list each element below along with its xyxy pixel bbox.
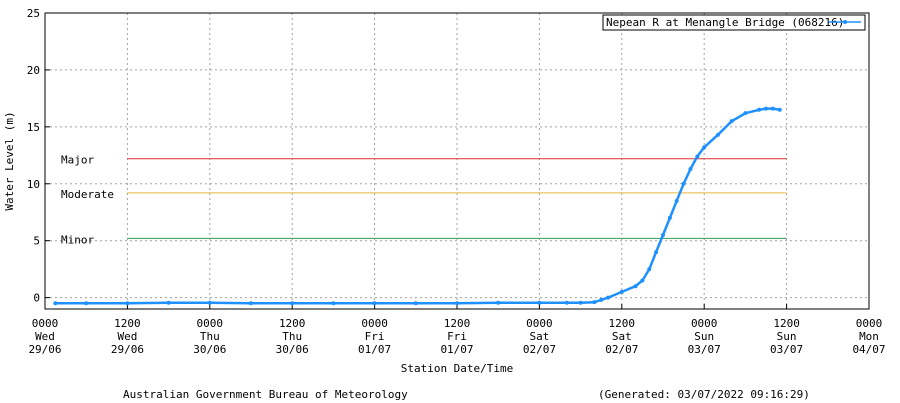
- series-point: [640, 278, 645, 283]
- series-point: [702, 145, 707, 150]
- x-tick-label: 1200: [444, 317, 471, 330]
- threshold-label: Moderate: [61, 188, 114, 201]
- x-tick-label: Thu: [282, 330, 302, 343]
- x-tick-label: 0000: [361, 317, 388, 330]
- series-point: [564, 300, 569, 305]
- x-tick-label: 30/06: [193, 343, 226, 356]
- x-tick-label: 01/07: [440, 343, 473, 356]
- series-point: [599, 297, 604, 302]
- x-tick-label: Thu: [200, 330, 220, 343]
- x-tick-label: Sat: [612, 330, 632, 343]
- plot-frame: [44, 12, 870, 310]
- x-tick-label: Fri: [365, 330, 385, 343]
- series-point: [53, 301, 58, 306]
- series-point: [496, 300, 501, 305]
- x-tick-label: Sun: [777, 330, 797, 343]
- series-point: [667, 215, 672, 220]
- legend-box: [602, 14, 866, 31]
- y-axis-label: Water Level (m): [3, 111, 16, 210]
- series-point: [372, 301, 377, 306]
- series-point: [695, 154, 700, 159]
- x-tick-label: 0000: [32, 317, 59, 330]
- y-tick-label: 25: [27, 7, 40, 20]
- series-point: [166, 300, 171, 305]
- series-point: [661, 233, 665, 237]
- series-point: [290, 301, 295, 306]
- x-tick-label: 1200: [609, 317, 636, 330]
- footer-source: Australian Government Bureau of Meteorol…: [123, 388, 408, 401]
- series-point: [619, 289, 624, 294]
- series-line: [55, 107, 780, 305]
- series-point: [688, 166, 693, 171]
- x-tick-label: 0000: [691, 317, 718, 330]
- series-point: [757, 107, 762, 112]
- series-point: [578, 300, 583, 305]
- x-tick-label: Wed: [35, 330, 55, 343]
- x-tick-label: 04/07: [852, 343, 885, 356]
- series-point: [207, 300, 212, 305]
- x-tick-label: 02/07: [605, 343, 638, 356]
- x-axis-label: Station Date/Time: [401, 362, 514, 375]
- series-point: [681, 181, 686, 186]
- x-tick-label: 0000: [856, 317, 883, 330]
- series-point: [770, 106, 775, 111]
- series-point: [606, 295, 611, 300]
- series-point: [777, 107, 782, 112]
- series-point: [249, 301, 253, 306]
- x-tick-label: 29/06: [111, 343, 144, 356]
- x-tick-label: 1200: [773, 317, 800, 330]
- x-tick-label: 03/07: [688, 343, 721, 356]
- threshold-label: Minor: [61, 233, 94, 246]
- x-tick-label: Fri: [447, 330, 467, 343]
- series-point: [764, 106, 768, 111]
- y-tick-label: 20: [27, 64, 40, 77]
- series-point: [633, 284, 638, 289]
- series-point: [743, 111, 748, 116]
- series-point: [84, 301, 89, 306]
- x-tick-label: Sat: [529, 330, 549, 343]
- x-tick-label: 02/07: [523, 343, 556, 356]
- x-tick-label: Sun: [694, 330, 714, 343]
- x-tick-label: 1200: [114, 317, 141, 330]
- series-point: [331, 301, 336, 306]
- x-tick-label: 29/06: [28, 343, 61, 356]
- series-point: [592, 300, 597, 305]
- series-point: [125, 301, 130, 306]
- series-point: [455, 301, 459, 306]
- series-point: [647, 267, 652, 272]
- series-point: [729, 119, 734, 124]
- threshold-label: Major: [61, 154, 94, 167]
- legend-label: Nepean R at Menangle Bridge (068216): [606, 16, 844, 29]
- x-tick-label: 01/07: [358, 343, 391, 356]
- footer-generated: (Generated: 03/07/2022 09:16:29): [598, 388, 810, 401]
- y-tick-label: 5: [33, 235, 40, 248]
- x-tick-label: Wed: [117, 330, 137, 343]
- x-tick-label: 0000: [526, 317, 553, 330]
- series-point: [654, 250, 659, 255]
- x-tick-label: 30/06: [276, 343, 309, 356]
- series-point: [537, 300, 542, 305]
- series-point: [715, 132, 720, 137]
- series-point: [674, 198, 679, 203]
- y-tick-label: 15: [27, 121, 40, 134]
- y-tick-label: 10: [27, 178, 40, 191]
- y-tick-label: 0: [33, 292, 40, 305]
- x-tick-label: 0000: [197, 317, 224, 330]
- x-tick-label: Mon: [859, 330, 879, 343]
- series-point: [413, 301, 418, 306]
- legend-swatch-point: [843, 20, 847, 24]
- x-tick-label: 03/07: [770, 343, 803, 356]
- x-tick-label: 1200: [279, 317, 306, 330]
